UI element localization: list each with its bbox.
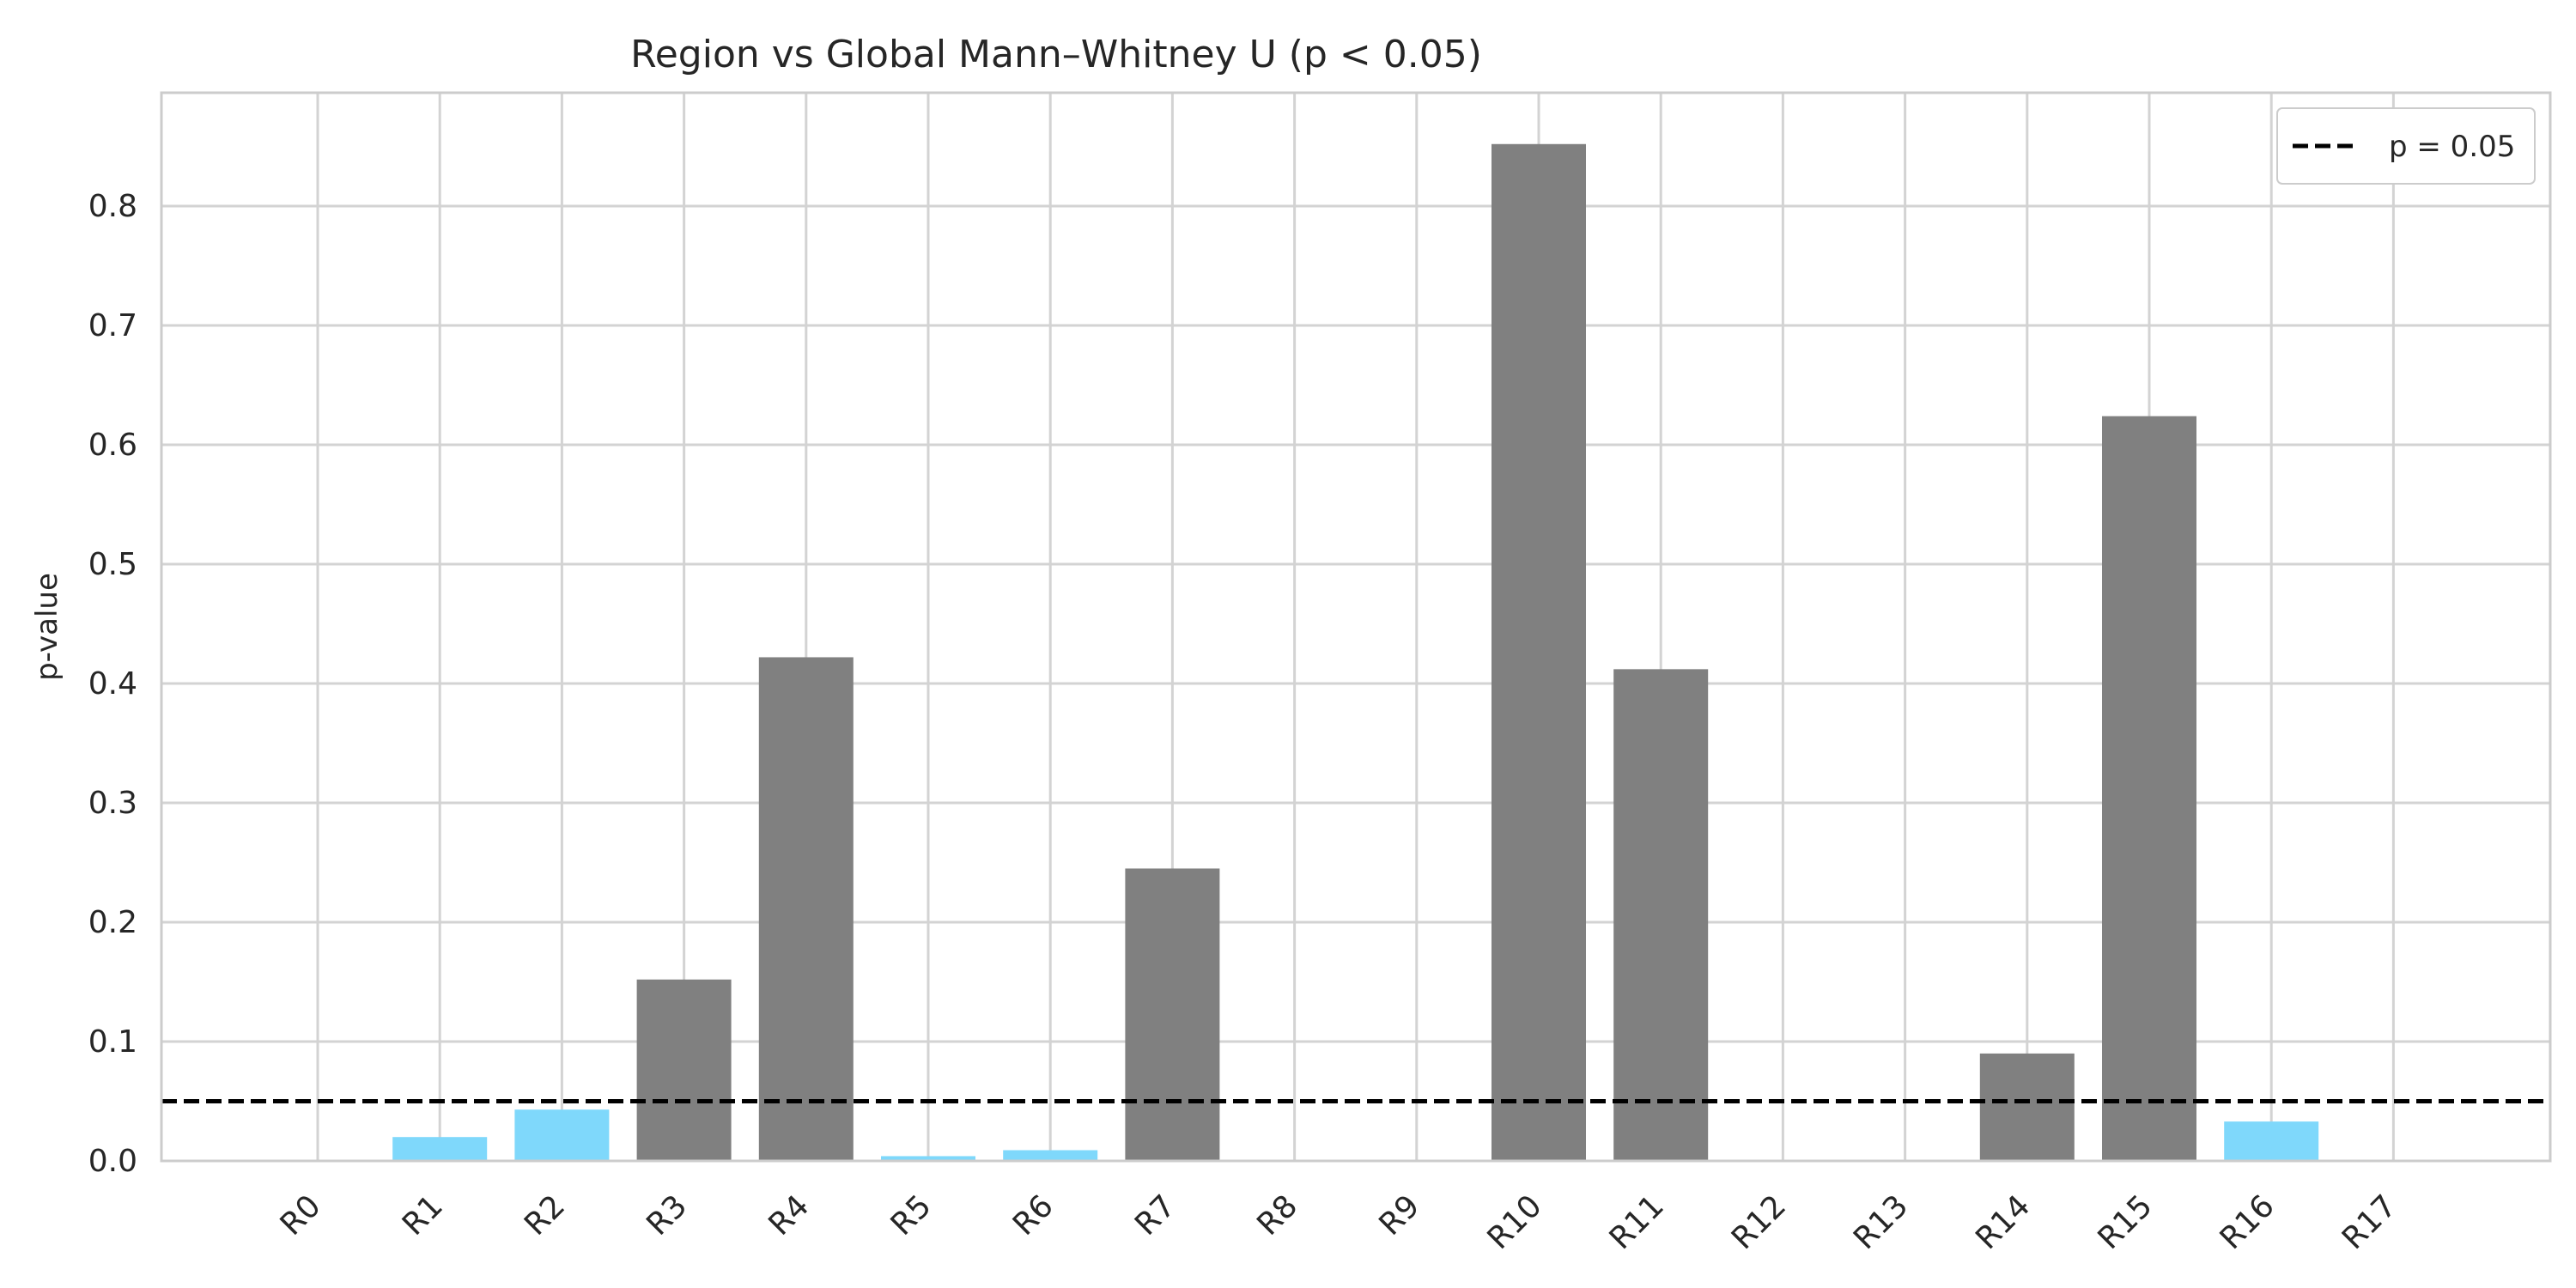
bar-R6 — [1003, 1150, 1098, 1161]
y-tick-label: 0.6 — [88, 428, 137, 463]
y-tick-label: 0.4 — [88, 666, 137, 702]
y-axis: 0.0 0.1 0.2 0.3 0.4 0.5 0.6 0.7 0.8 — [88, 189, 137, 1179]
y-tick-label: 0.0 — [88, 1144, 137, 1179]
legend-label: p = 0.05 — [2389, 130, 2515, 164]
bar-R2 — [514, 1109, 610, 1161]
y-tick-label: 0.1 — [88, 1024, 137, 1060]
legend-box — [2276, 107, 2536, 185]
bar-R5 — [881, 1156, 975, 1161]
bar-R16 — [2224, 1121, 2319, 1161]
y-tick-label: 0.8 — [88, 189, 137, 224]
legend: p = 0.05 — [2276, 107, 2536, 185]
chart-title: Region vs Global Mann–Whitney U (p < 0.0… — [630, 33, 1482, 76]
y-tick-label: 0.2 — [88, 905, 137, 940]
plot-frame — [160, 91, 2552, 1163]
y-tick-label: 0.7 — [88, 308, 137, 343]
y-tick-label: 0.3 — [88, 786, 137, 821]
bar-R15 — [2102, 416, 2196, 1161]
y-axis-title: p-value — [30, 573, 64, 681]
bar-R3 — [636, 979, 732, 1161]
bar-R10 — [1492, 143, 1586, 1162]
y-tick-label: 0.5 — [88, 547, 137, 582]
bar-R11 — [1613, 669, 1709, 1161]
bar-R7 — [1125, 868, 1220, 1161]
bar-R14 — [1979, 1053, 2075, 1161]
bar-R4 — [758, 657, 854, 1161]
bar-R1 — [392, 1137, 488, 1161]
bars — [392, 143, 2319, 1162]
